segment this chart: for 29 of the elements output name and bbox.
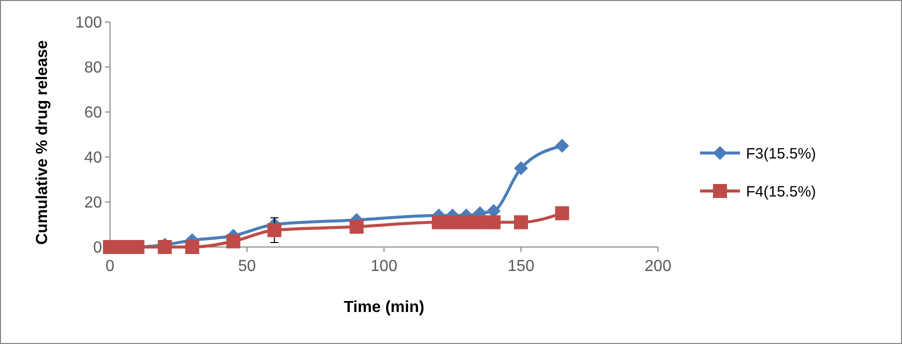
point bbox=[486, 215, 501, 230]
legend-label: F3(15.5%) bbox=[746, 145, 816, 162]
x-tick-label: 0 bbox=[106, 258, 115, 275]
point bbox=[472, 215, 487, 230]
point bbox=[226, 234, 240, 248]
point bbox=[185, 240, 200, 254]
y-tick-label: 100 bbox=[75, 14, 102, 32]
point bbox=[459, 215, 474, 230]
x-axis-title: Time (min) bbox=[344, 299, 424, 316]
x-tick-label: 200 bbox=[644, 258, 672, 275]
x-tick-label: 150 bbox=[508, 258, 534, 275]
x-tick-label: 100 bbox=[370, 258, 398, 275]
y-tick-label: 0 bbox=[93, 240, 102, 257]
point bbox=[267, 223, 282, 238]
point bbox=[514, 215, 528, 230]
point bbox=[432, 215, 446, 230]
y-axis-title: Cumulative % drug release bbox=[34, 40, 51, 245]
point bbox=[446, 215, 460, 230]
point bbox=[514, 161, 528, 176]
point bbox=[555, 206, 570, 220]
point bbox=[158, 240, 172, 254]
y-tick-label: 40 bbox=[84, 150, 102, 167]
y-tick-label: 60 bbox=[84, 104, 102, 122]
legend-label: F4(15.5%) bbox=[746, 183, 816, 200]
point bbox=[350, 220, 364, 234]
point bbox=[555, 138, 570, 153]
y-tick-label: 20 bbox=[84, 194, 102, 212]
x-tick-label: 50 bbox=[238, 258, 256, 275]
y-tick-label: 80 bbox=[84, 60, 102, 77]
